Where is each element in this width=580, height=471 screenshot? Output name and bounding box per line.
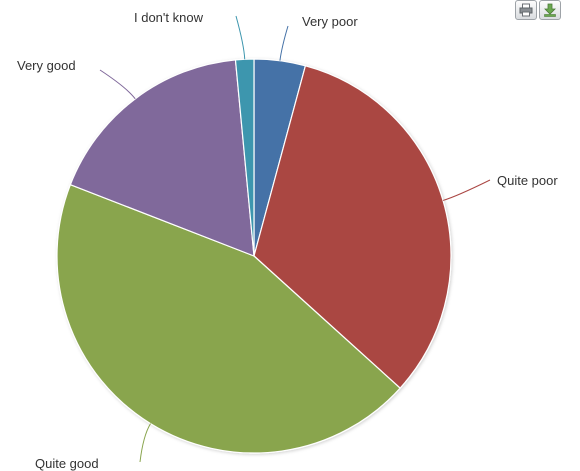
slice-label: Quite good	[35, 456, 99, 471]
slice-label: Quite poor	[497, 173, 558, 188]
label-connector	[139, 423, 151, 463]
label-connector	[279, 25, 289, 61]
printer-icon	[519, 3, 533, 17]
export-button[interactable]	[539, 0, 561, 20]
pie-labels: Very poor Quite poor Quite good Very good I …	[17, 10, 558, 471]
pie-slice-quite-good[interactable]	[56, 183, 401, 454]
download-arrow-icon	[544, 3, 556, 17]
label-connector	[99, 69, 136, 100]
label-connector	[442, 179, 491, 201]
slice-label: Very good	[17, 58, 76, 73]
pie-slice-i-don-t-know[interactable]	[234, 58, 255, 257]
slice-label: Very poor	[302, 14, 358, 29]
slice-label: I don't know	[134, 10, 204, 25]
pie-slice-very-good[interactable]	[69, 59, 255, 257]
print-button[interactable]	[515, 0, 537, 20]
label-connector	[235, 15, 246, 60]
pie-slice-quite-poor[interactable]	[253, 65, 452, 389]
pie-slices	[56, 58, 452, 454]
